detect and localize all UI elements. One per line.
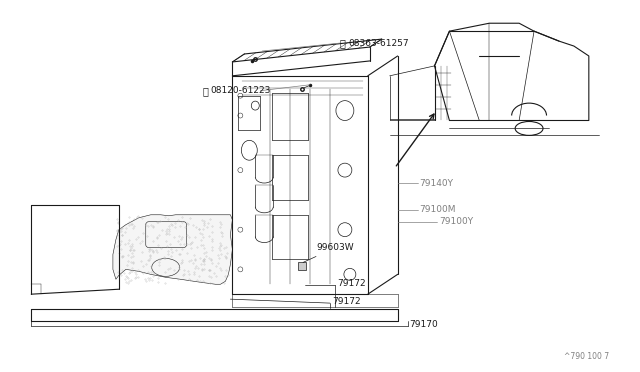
Text: 99603W: 99603W <box>316 243 354 252</box>
Text: 79100Y: 79100Y <box>440 217 474 226</box>
Text: Ⓢ: Ⓢ <box>339 38 345 48</box>
Text: 79140Y: 79140Y <box>420 179 454 187</box>
Polygon shape <box>113 215 232 284</box>
Bar <box>298 262 306 270</box>
Text: ^790 100 7: ^790 100 7 <box>564 352 609 361</box>
Text: 79100M: 79100M <box>420 205 456 214</box>
Text: 79170: 79170 <box>410 320 438 330</box>
Text: 08120-61223: 08120-61223 <box>211 86 271 95</box>
Text: 08363-61257: 08363-61257 <box>348 39 408 48</box>
Text: 79172: 79172 <box>332 296 360 306</box>
Text: Ⓑ: Ⓑ <box>202 86 209 96</box>
Text: 79172: 79172 <box>337 279 365 288</box>
